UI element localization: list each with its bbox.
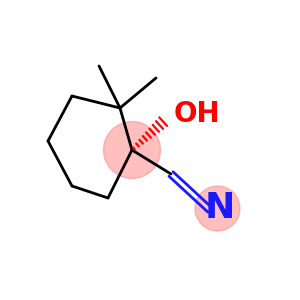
Circle shape <box>103 122 160 178</box>
Text: OH: OH <box>174 100 220 128</box>
Circle shape <box>195 186 240 231</box>
Text: N: N <box>204 191 235 226</box>
